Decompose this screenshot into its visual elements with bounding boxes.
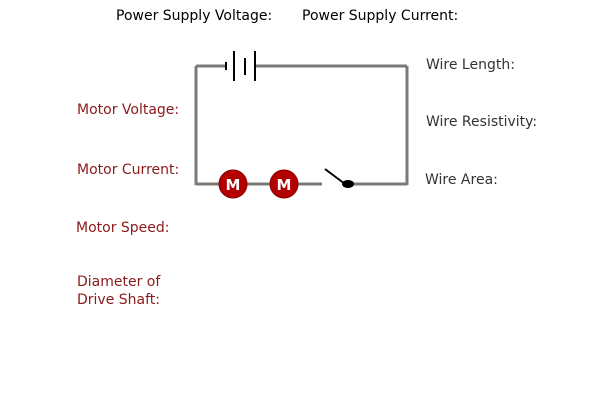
battery-icon xyxy=(225,51,256,81)
shaft-diameter-line2: Drive Shaft: xyxy=(77,292,161,308)
motor-current-label: Motor Current: xyxy=(77,162,180,178)
motor-2-symbol: M xyxy=(277,176,292,194)
wire-length-label: Wire Length: xyxy=(426,57,515,73)
shaft-diameter-label: Diameter of Drive Shaft: xyxy=(77,273,197,309)
motor-1: M xyxy=(218,169,248,199)
wire-area-label: Wire Area: xyxy=(425,172,498,188)
motor-2: M xyxy=(269,169,299,199)
power-supply-current-label: Power Supply Current: xyxy=(302,8,459,24)
motor-2-icon xyxy=(269,169,299,199)
motor-1-symbol: M xyxy=(226,176,241,194)
switch-icon[interactable] xyxy=(324,168,354,188)
motor-voltage-label: Motor Voltage: xyxy=(77,102,180,118)
wire-resistivity-label: Wire Resistivity: xyxy=(426,114,538,130)
motor-1-icon xyxy=(218,169,248,199)
power-supply-voltage-label: Power Supply Voltage: xyxy=(116,8,273,24)
shaft-diameter-line1: Diameter of xyxy=(77,274,161,290)
motor-speed-label: Motor Speed: xyxy=(76,220,170,236)
